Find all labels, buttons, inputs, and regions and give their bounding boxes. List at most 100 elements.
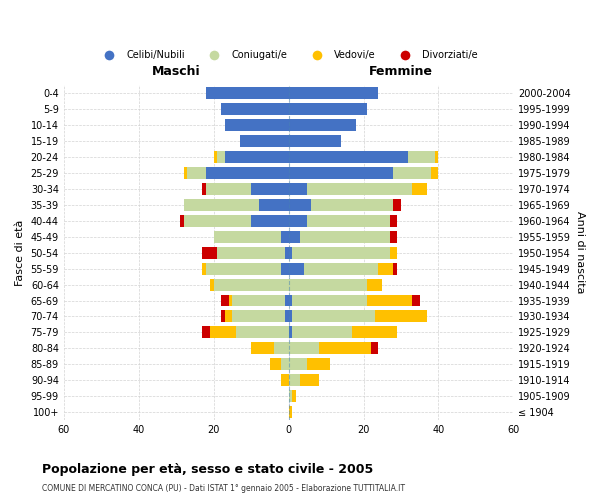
Bar	[251, 215, 289, 226]
Bar	[304, 262, 379, 274]
Bar	[202, 246, 217, 258]
Bar	[434, 151, 439, 163]
Bar	[289, 167, 394, 179]
Bar	[217, 151, 225, 163]
Bar	[394, 199, 401, 211]
Text: Maschi: Maschi	[152, 66, 200, 78]
Bar	[289, 358, 307, 370]
Bar	[289, 215, 307, 226]
Bar	[300, 374, 319, 386]
Bar	[210, 278, 214, 290]
Bar	[394, 167, 431, 179]
Bar	[289, 151, 409, 163]
Bar	[206, 167, 289, 179]
Bar	[371, 342, 379, 354]
Bar	[217, 246, 285, 258]
Bar	[289, 135, 341, 147]
Bar	[412, 183, 427, 195]
Legend: Celibi/Nubili, Coniugati/e, Vedovi/e, Divorziati/e: Celibi/Nubili, Coniugati/e, Vedovi/e, Di…	[95, 46, 482, 64]
Bar	[289, 87, 379, 99]
Y-axis label: Fasce di età: Fasce di età	[15, 220, 25, 286]
Bar	[202, 262, 206, 274]
Bar	[367, 294, 412, 306]
Bar	[225, 119, 289, 131]
Bar	[225, 310, 232, 322]
Bar	[202, 326, 210, 338]
Bar	[251, 342, 274, 354]
Bar	[390, 246, 397, 258]
Bar	[285, 246, 289, 258]
Bar	[289, 262, 304, 274]
Bar	[214, 278, 289, 290]
Bar	[225, 151, 289, 163]
Bar	[390, 215, 397, 226]
Bar	[214, 230, 281, 242]
Bar	[289, 199, 311, 211]
Bar	[206, 262, 281, 274]
Bar	[236, 326, 289, 338]
Bar	[180, 215, 184, 226]
Bar	[281, 262, 289, 274]
Bar	[289, 326, 292, 338]
Bar	[221, 310, 225, 322]
Bar	[307, 215, 390, 226]
Bar	[187, 167, 206, 179]
Bar	[289, 342, 319, 354]
Bar	[289, 374, 300, 386]
Bar	[289, 390, 292, 402]
Bar	[352, 326, 397, 338]
Bar	[292, 246, 390, 258]
Bar	[289, 103, 367, 115]
Bar	[292, 294, 367, 306]
Bar	[184, 199, 259, 211]
Bar	[285, 310, 289, 322]
Bar	[292, 326, 352, 338]
Bar	[285, 294, 289, 306]
Bar	[270, 358, 281, 370]
Bar	[311, 199, 394, 211]
Bar	[229, 294, 232, 306]
Bar	[307, 358, 330, 370]
Bar	[292, 310, 375, 322]
Bar	[206, 87, 289, 99]
Bar	[184, 215, 251, 226]
Bar	[214, 151, 217, 163]
Text: Popolazione per età, sesso e stato civile - 2005: Popolazione per età, sesso e stato civil…	[42, 462, 373, 475]
Bar	[300, 230, 390, 242]
Bar	[289, 278, 367, 290]
Bar	[289, 294, 292, 306]
Bar	[289, 246, 292, 258]
Text: COMUNE DI MERCATINO CONCA (PU) - Dati ISTAT 1° gennaio 2005 - Elaborazione TUTTI: COMUNE DI MERCATINO CONCA (PU) - Dati IS…	[42, 484, 405, 493]
Y-axis label: Anni di nascita: Anni di nascita	[575, 212, 585, 294]
Bar	[289, 310, 292, 322]
Bar	[202, 183, 206, 195]
Bar	[375, 310, 427, 322]
Bar	[221, 294, 229, 306]
Bar	[289, 119, 356, 131]
Bar	[206, 183, 251, 195]
Bar	[367, 278, 382, 290]
Bar	[390, 230, 397, 242]
Bar	[232, 294, 285, 306]
Bar	[232, 310, 285, 322]
Bar	[307, 183, 412, 195]
Bar	[292, 390, 296, 402]
Bar	[379, 262, 394, 274]
Bar	[251, 183, 289, 195]
Bar	[281, 230, 289, 242]
Bar	[210, 326, 236, 338]
Bar	[259, 199, 289, 211]
Bar	[274, 342, 289, 354]
Text: Femmine: Femmine	[369, 66, 433, 78]
Bar	[412, 294, 420, 306]
Bar	[281, 374, 289, 386]
Bar	[289, 183, 307, 195]
Bar	[431, 167, 439, 179]
Bar	[240, 135, 289, 147]
Bar	[289, 230, 300, 242]
Bar	[289, 406, 292, 418]
Bar	[281, 358, 289, 370]
Bar	[409, 151, 434, 163]
Bar	[184, 167, 187, 179]
Bar	[394, 262, 397, 274]
